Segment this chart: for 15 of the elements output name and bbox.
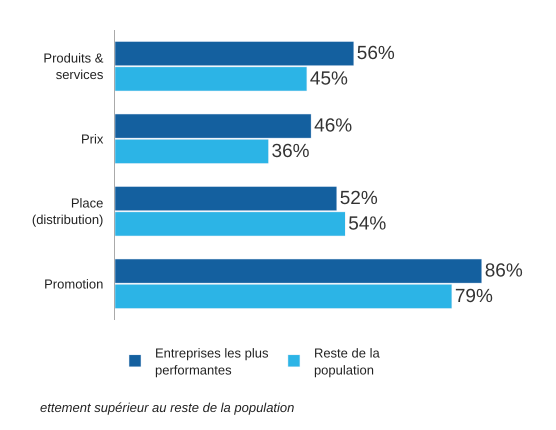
data-label: 54%	[348, 213, 386, 234]
data-label: 86%	[484, 260, 523, 282]
legend-label: Reste de la population	[314, 345, 380, 378]
data-label: 79%	[454, 286, 493, 307]
data-label: 52%	[340, 188, 378, 210]
data-label: 45%	[310, 68, 348, 90]
text: ettement supérieur au reste de la population	[40, 400, 294, 415]
y-tick-label: Place (distribution)	[32, 195, 104, 228]
y-tick-label: Produits & services	[43, 50, 104, 82]
y-tick-label: Prix	[81, 131, 104, 146]
data-label: 56%	[356, 43, 395, 64]
y-tick-label: Promotion	[44, 276, 104, 292]
data-label: 46%	[314, 116, 352, 137]
legend-label: Entreprises les plus performantes	[155, 345, 269, 378]
data-label: 36%	[272, 140, 310, 162]
